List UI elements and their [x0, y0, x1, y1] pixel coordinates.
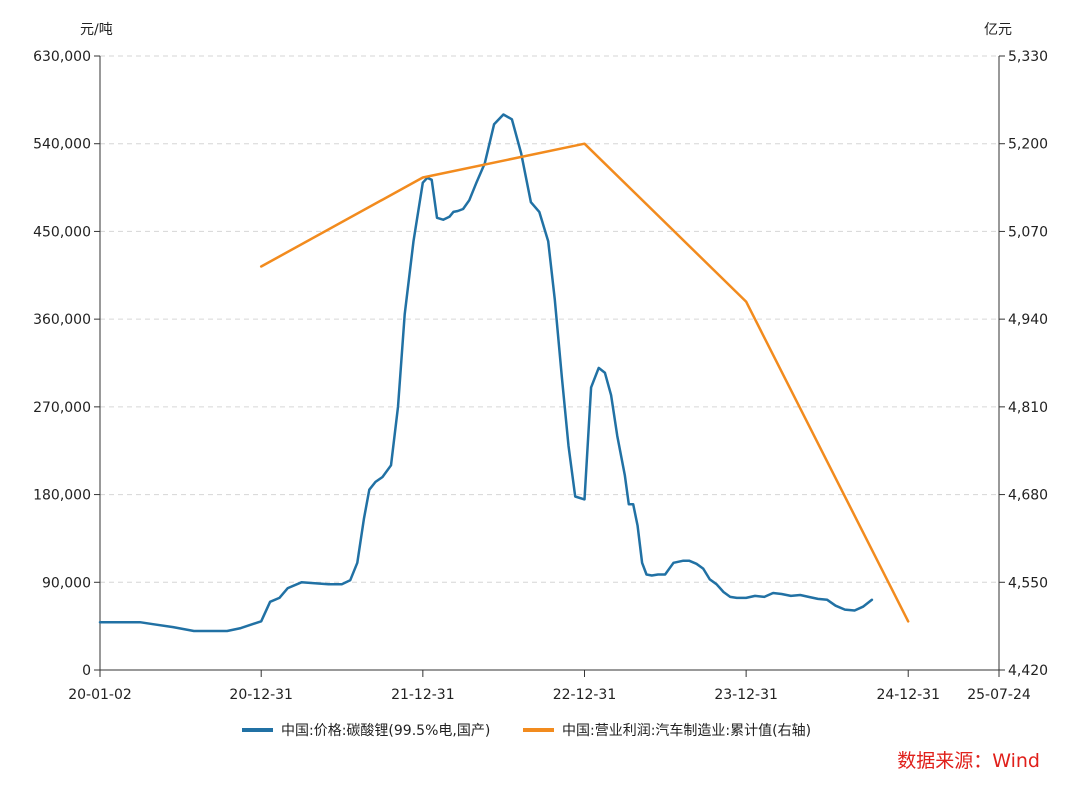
left-tick-label: 90,000 [42, 575, 91, 591]
right-tick-label: 4,550 [1008, 575, 1048, 591]
right-tick-label: 5,330 [1008, 49, 1048, 65]
left-axis-unit: 元/吨 [80, 22, 113, 38]
x-tick-label: 24-12-31 [876, 687, 940, 703]
series-lines [98, 113, 910, 633]
legend-label-profit: 中国:营业利润:汽车制造业:累计值(右轴) [562, 722, 811, 739]
left-tick-label: 270,000 [33, 400, 91, 416]
gridlines [100, 55, 999, 583]
x-tick-label: 21-12-31 [391, 687, 455, 703]
right-tick-label: 5,200 [1008, 137, 1048, 153]
left-tick-label: 630,000 [33, 49, 91, 65]
x-tick-label: 20-12-31 [229, 687, 293, 703]
x-tick-label: 23-12-31 [714, 687, 778, 703]
left-tick-label: 0 [82, 663, 91, 679]
right-tick-label: 5,070 [1008, 224, 1048, 240]
left-axis-ticks: 0 90,000 180,000 270,000 360,000 450,000 540,0… [33, 49, 100, 679]
right-tick-label: 4,680 [1008, 488, 1048, 504]
right-tick-label: 4,810 [1008, 400, 1048, 416]
right-tick-label: 4,420 [1008, 663, 1048, 679]
left-tick-label: 450,000 [33, 224, 91, 240]
x-tick-label: 25-07-24 [967, 687, 1031, 703]
legend: 中国:价格:碳酸锂(99.5%电,国产) 中国:营业利润:汽车制造业:累计值(右… [242, 722, 811, 739]
right-axis-unit: 亿元 [984, 22, 1012, 38]
x-tick-label: 22-12-31 [553, 687, 617, 703]
x-tick-label: 20-01-02 [68, 687, 132, 703]
series-line-auto-profit [259, 142, 910, 623]
left-tick-label: 360,000 [33, 312, 91, 328]
left-tick-label: 540,000 [33, 137, 91, 153]
left-tick-label: 180,000 [33, 488, 91, 504]
right-tick-label: 4,940 [1008, 312, 1048, 328]
x-axis-ticks: 20-01-02 20-12-31 21-12-31 22-12-31 23-12-31… [68, 670, 1031, 703]
legend-label-lithium: 中国:价格:碳酸锂(99.5%电,国产) [281, 723, 490, 739]
axes [99, 56, 1000, 671]
data-source: 数据来源：Wind [897, 750, 1040, 772]
series-line-lithium-price [98, 113, 874, 633]
right-axis-ticks: 4,420 4,550 4,680 4,810 4,940 5,070 5,200 5,330 [999, 49, 1048, 679]
